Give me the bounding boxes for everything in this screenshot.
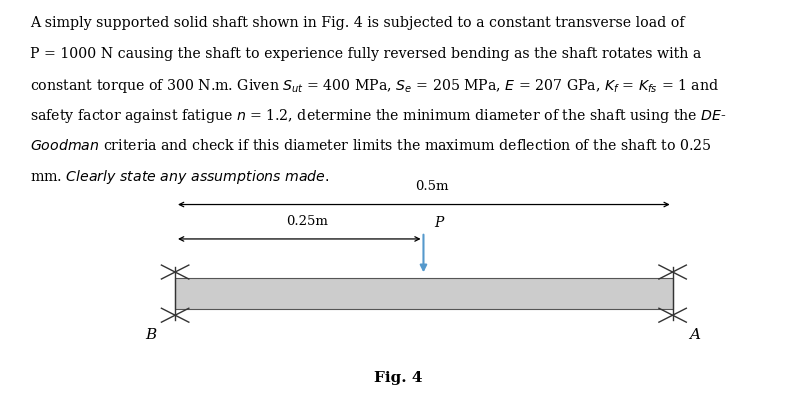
Text: 0.5m: 0.5m — [415, 180, 449, 193]
Text: P: P — [434, 216, 443, 230]
Text: $\mathit{Goodman}$ criteria and check if this diameter limits the maximum deflec: $\mathit{Goodman}$ criteria and check if… — [30, 138, 712, 153]
Text: mm. $\mathit{Clearly\ state\ any\ assumptions\ made.}$: mm. $\mathit{Clearly\ state\ any\ assump… — [30, 168, 330, 186]
Text: P = 1000 N causing the shaft to experience fully reversed bending as the shaft r: P = 1000 N causing the shaft to experien… — [30, 47, 701, 61]
Text: 0.25m: 0.25m — [287, 215, 328, 228]
Bar — [175, 279, 673, 309]
Text: A simply supported solid shaft shown in Fig. 4 is subjected to a constant transv: A simply supported solid shaft shown in … — [30, 16, 685, 30]
Text: A: A — [689, 328, 700, 342]
Text: constant torque of 300 N.m. Given $S_{ut}$ = 400 MPa, $S_e$ = 205 MPa, $E$ = 207: constant torque of 300 N.m. Given $S_{ut… — [30, 77, 720, 95]
Text: safety factor against fatigue $n$ = 1.2, determine the minimum diameter of the s: safety factor against fatigue $n$ = 1.2,… — [30, 107, 727, 125]
Text: B: B — [146, 328, 157, 342]
Text: Fig. 4: Fig. 4 — [374, 371, 422, 385]
